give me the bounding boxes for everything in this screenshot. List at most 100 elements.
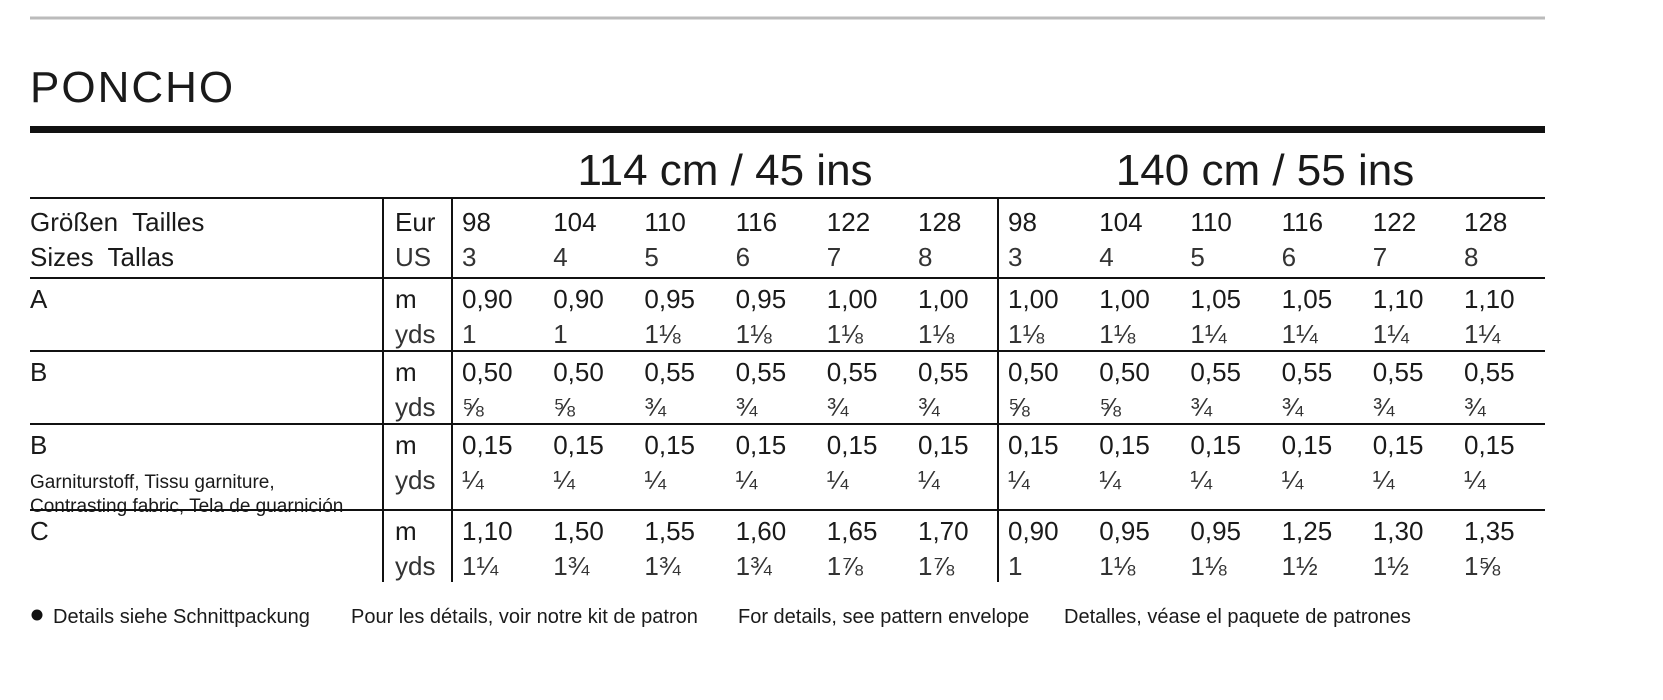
metres: 1,50 xyxy=(553,516,604,546)
metres: 0,15 xyxy=(827,430,878,460)
yards: 1⅛ xyxy=(736,319,772,349)
metres: 1,25 xyxy=(1282,516,1333,546)
metres: 0,90 xyxy=(553,284,604,314)
size-us: 4 xyxy=(1099,242,1113,272)
yards: ¼ xyxy=(1464,465,1486,495)
yards: 1¼ xyxy=(1464,319,1500,349)
size-label: Sizes Tallas xyxy=(30,242,174,272)
yards: 1 xyxy=(462,319,476,349)
metres: 0,55 xyxy=(644,357,695,387)
yards: 1⅝ xyxy=(1464,551,1500,581)
metres: 1,70 xyxy=(918,516,969,546)
yards: 1¾ xyxy=(644,551,680,581)
yards: ¾ xyxy=(1373,392,1395,422)
metres: 0,55 xyxy=(827,357,878,387)
yards: 1¼ xyxy=(1282,319,1318,349)
metres: 0,15 xyxy=(553,430,604,460)
metres: 1,10 xyxy=(462,516,513,546)
yards: ¾ xyxy=(1190,392,1212,422)
row-sublabel: Garniturstoff, Tissu garniture, xyxy=(30,472,275,493)
size-unit: US xyxy=(395,242,431,272)
yards: 1⅞ xyxy=(827,551,863,581)
yards: 1¾ xyxy=(553,551,589,581)
row-label: B xyxy=(30,357,47,387)
metres: 1,55 xyxy=(644,516,695,546)
metres: 0,15 xyxy=(918,430,969,460)
footer-note: For details, see pattern envelope xyxy=(738,606,1029,628)
yards: 1⅛ xyxy=(644,319,680,349)
yards: 1⅛ xyxy=(1008,319,1044,349)
metres: 1,05 xyxy=(1282,284,1333,314)
size-eur: 116 xyxy=(1282,207,1323,237)
metres: 0,15 xyxy=(1099,430,1150,460)
metres: 1,00 xyxy=(1008,284,1059,314)
metres: 0,15 xyxy=(644,430,695,460)
yards: 1¾ xyxy=(736,551,772,581)
metres: 0,55 xyxy=(1373,357,1424,387)
yards: ¾ xyxy=(918,392,940,422)
yards: ¾ xyxy=(827,392,849,422)
yards: 1½ xyxy=(1373,551,1409,581)
yards: ⅝ xyxy=(1008,392,1030,422)
metres: 0,95 xyxy=(644,284,695,314)
size-us: 3 xyxy=(1008,242,1022,272)
yards: ¼ xyxy=(1282,465,1304,495)
metres: 0,55 xyxy=(736,357,787,387)
title: PONCHO xyxy=(30,63,235,112)
yards: ¼ xyxy=(462,465,484,495)
yards: 1¼ xyxy=(1373,319,1409,349)
bullet xyxy=(31,609,43,621)
row-sublabel: Contrasting fabric, Tela de guarnición xyxy=(30,496,343,517)
yards: ¼ xyxy=(1190,465,1212,495)
metres: 0,15 xyxy=(462,430,513,460)
yards: ¾ xyxy=(1282,392,1304,422)
metres: 1,30 xyxy=(1373,516,1424,546)
yards: 1⅛ xyxy=(1190,551,1226,581)
size-label: Größen Tailles xyxy=(30,207,204,237)
size-eur: 110 xyxy=(1190,207,1231,237)
metres: 0,50 xyxy=(1099,357,1150,387)
yards: ¼ xyxy=(1099,465,1121,495)
yards: 1⅛ xyxy=(918,319,954,349)
yards: ¾ xyxy=(1464,392,1486,422)
group-header: 140 cm / 55 ins xyxy=(1116,146,1414,195)
yards: 1¼ xyxy=(1190,319,1226,349)
metres: 0,50 xyxy=(1008,357,1059,387)
size-us: 5 xyxy=(1190,242,1204,272)
metres: 0,90 xyxy=(1008,516,1059,546)
row-label: A xyxy=(30,284,48,314)
unit-m: m xyxy=(395,516,417,546)
unit-m: m xyxy=(395,357,417,387)
unit-m: m xyxy=(395,284,417,314)
metres: 0,55 xyxy=(1282,357,1333,387)
yards: 1⅛ xyxy=(827,319,863,349)
size-eur: 104 xyxy=(1099,207,1142,237)
size-eur: 128 xyxy=(1464,207,1507,237)
size-eur: 110 xyxy=(644,207,685,237)
yards: 1 xyxy=(553,319,567,349)
yards: 1⅛ xyxy=(1099,319,1135,349)
title-rule xyxy=(30,126,1545,133)
yards: ¼ xyxy=(553,465,575,495)
size-us: 6 xyxy=(736,242,750,272)
metres: 1,35 xyxy=(1464,516,1515,546)
metres: 0,55 xyxy=(918,357,969,387)
row-label: B xyxy=(30,430,47,460)
size-us: 4 xyxy=(553,242,567,272)
yards: ¾ xyxy=(736,392,758,422)
yards: 1¼ xyxy=(462,551,498,581)
size-us: 7 xyxy=(1373,242,1387,272)
size-us: 6 xyxy=(1282,242,1296,272)
yards: ¼ xyxy=(736,465,758,495)
metres: 1,00 xyxy=(1099,284,1150,314)
yards: ⅝ xyxy=(462,392,484,422)
metres: 0,15 xyxy=(1464,430,1515,460)
yards: 1⅞ xyxy=(918,551,954,581)
footer-note: Details siehe Schnittpackung xyxy=(53,606,310,628)
yards: 1½ xyxy=(1282,551,1318,581)
metres: 1,10 xyxy=(1464,284,1515,314)
metres: 0,55 xyxy=(1190,357,1241,387)
metres: 0,50 xyxy=(553,357,604,387)
size-eur: 98 xyxy=(462,207,491,237)
footer-note: Detalles, véase el paquete de patrones xyxy=(1064,606,1411,628)
